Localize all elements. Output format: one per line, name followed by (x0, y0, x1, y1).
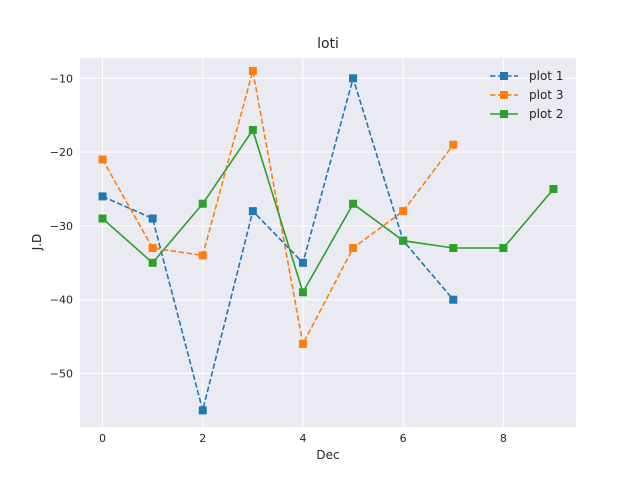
grid (80, 58, 576, 427)
data-point (148, 258, 157, 267)
chart-title: loti (317, 36, 339, 52)
data-point (298, 339, 307, 348)
data-point (248, 125, 257, 134)
y-tick-label: −30 (50, 220, 73, 233)
data-point (449, 295, 458, 304)
data-point (298, 258, 307, 267)
legend-marker (500, 72, 508, 80)
x-tick-label: 8 (500, 432, 507, 445)
data-point (298, 288, 307, 297)
data-point (499, 244, 508, 253)
x-tick-label: 2 (199, 432, 206, 445)
data-point (349, 74, 358, 83)
data-point (198, 251, 207, 260)
data-point (98, 192, 107, 201)
data-point (98, 155, 107, 164)
series-plot-2 (98, 125, 558, 297)
legend-label: plot 2 (529, 107, 563, 121)
legend-item: plot 1 (490, 69, 563, 83)
data-point (248, 66, 257, 75)
data-point (98, 214, 107, 223)
data-point (449, 140, 458, 149)
data-point (399, 236, 408, 245)
x-axis-label: Dec (316, 448, 339, 462)
data-point (198, 406, 207, 415)
data-point (399, 207, 408, 216)
series-line (101, 128, 555, 295)
x-tick-label: 4 (299, 432, 306, 445)
legend-label: plot 1 (529, 69, 563, 83)
y-tick-label: −20 (50, 146, 73, 159)
y-tick-label: −40 (50, 294, 73, 307)
legend-label: plot 3 (529, 88, 563, 102)
x-tick-label: 6 (400, 432, 407, 445)
y-tick-label: −50 (50, 367, 73, 380)
data-point (349, 199, 358, 208)
data-point (449, 244, 458, 253)
data-point (148, 214, 157, 223)
data-point (248, 207, 257, 216)
series-plot-3 (98, 66, 458, 348)
series-line (101, 70, 454, 347)
x-tick-label: 0 (99, 432, 106, 445)
data-point (148, 244, 157, 253)
data-point (198, 199, 207, 208)
y-tick-label: −10 (50, 72, 73, 85)
legend: plot 1 plot 3 plot 2 (490, 69, 563, 121)
tick-labels: 0 2 4 6 8 −50 −40 −30 −20 −10 (50, 72, 507, 445)
legend-item: plot 3 (490, 88, 563, 102)
plot-area (80, 58, 576, 427)
data-point (549, 184, 558, 193)
legend-marker (500, 110, 508, 118)
legend-item: plot 2 (490, 107, 563, 121)
series-layer (98, 66, 558, 415)
legend-marker (500, 91, 508, 99)
data-point (349, 244, 358, 253)
y-axis-label: J.D (30, 234, 44, 252)
